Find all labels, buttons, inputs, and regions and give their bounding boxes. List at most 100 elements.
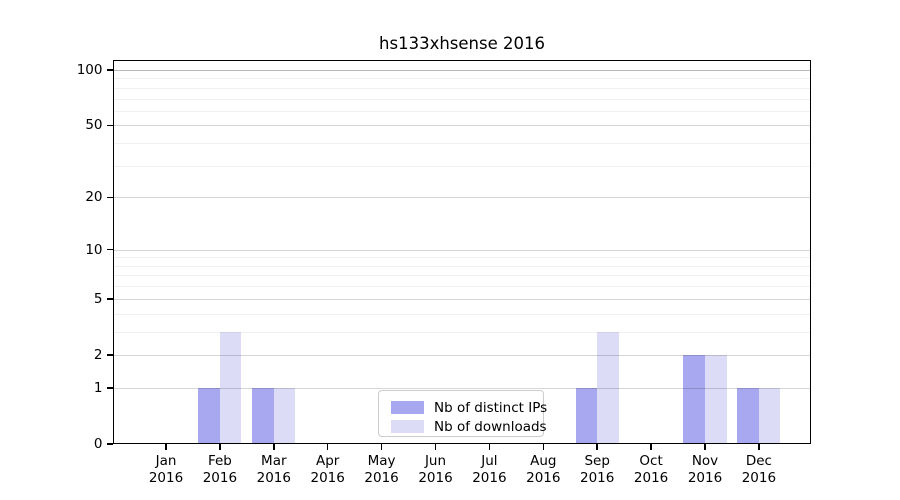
minor-gridline	[113, 286, 811, 288]
x-tick-year: 2016	[526, 469, 561, 486]
x-tick-label: Sep 2016	[561, 453, 633, 486]
x-tick-month: Jul	[481, 453, 498, 469]
x-tick-year: 2016	[580, 469, 615, 486]
y-tick-mark	[106, 69, 113, 71]
minor-gridline	[113, 265, 811, 267]
minor-gridline	[113, 98, 811, 100]
x-tick-label: Jun 2016	[400, 453, 472, 486]
y-tick-label: 10	[85, 241, 103, 258]
bar-downloads-nov	[705, 354, 727, 444]
x-tick-label: Jul 2016	[453, 453, 525, 486]
major-gridline	[113, 298, 811, 300]
y-tick-mark	[106, 298, 113, 300]
x-tick-month: Dec	[745, 453, 772, 469]
x-tick-year: 2016	[148, 469, 184, 486]
x-tick-mark	[273, 444, 275, 450]
x-tick-month: Apr	[316, 453, 340, 469]
x-tick-label: Dec 2016	[723, 453, 795, 486]
y-tick-label: 0	[93, 436, 103, 452]
x-tick-month: Jun	[424, 453, 447, 469]
x-tick-label: Apr 2016	[292, 453, 364, 486]
legend-label-distinct-ips: Nb of distinct IPs	[434, 399, 548, 416]
x-tick-mark	[758, 444, 760, 450]
x-tick-label: Feb 2016	[184, 453, 256, 486]
minor-gridline	[113, 331, 811, 333]
minor-gridline	[113, 87, 811, 89]
legend-swatch-distinct-ips	[391, 401, 424, 414]
x-tick-month: May	[367, 453, 396, 469]
x-tick-year: 2016	[256, 469, 291, 486]
x-tick-month: Sep	[584, 453, 610, 469]
minor-gridline	[113, 110, 811, 112]
y-tick-mark	[106, 248, 113, 251]
y-tick-label: 50	[85, 117, 103, 134]
x-tick-mark	[596, 444, 598, 450]
y-tick-label: 20	[85, 189, 103, 206]
x-tick-year: 2016	[633, 469, 669, 486]
x-tick-month: Mar	[261, 453, 287, 469]
minor-gridline	[113, 275, 811, 277]
y-tick-mark	[106, 196, 113, 199]
x-tick-mark	[434, 444, 437, 450]
x-tick-label: Nov 2016	[669, 453, 741, 486]
minor-gridline	[113, 257, 811, 259]
x-tick-label: Jan 2016	[130, 453, 202, 486]
x-tick-label: Aug 2016	[507, 453, 579, 486]
bar-distinct-ips-sep	[575, 387, 598, 444]
bar-downloads-feb	[219, 331, 242, 444]
x-tick-year: 2016	[310, 469, 345, 486]
x-tick-year: 2016	[741, 469, 777, 486]
x-tick-label: May 2016	[346, 453, 418, 486]
x-tick-mark	[704, 444, 706, 450]
y-tick-label: 2	[93, 346, 103, 363]
legend-item-downloads: Nb of downloads	[391, 418, 547, 435]
major-gridline	[113, 197, 811, 199]
bar-downloads-dec	[758, 387, 781, 444]
minor-gridline	[113, 143, 811, 145]
legend-swatch-downloads	[391, 420, 424, 433]
x-tick-label: Mar 2016	[238, 453, 310, 486]
major-gridline	[113, 354, 811, 356]
major-gridline	[113, 249, 811, 251]
minor-gridline	[113, 165, 811, 167]
y-tick-mark	[106, 443, 113, 445]
major-gridline	[113, 70, 811, 71]
major-gridline	[113, 125, 811, 127]
y-tick-label: 100	[76, 62, 103, 78]
x-tick-mark	[488, 444, 491, 450]
x-tick-mark	[650, 444, 652, 450]
bar-distinct-ips-dec	[737, 387, 759, 444]
chart-title: hs133xhsense 2016	[379, 34, 545, 53]
x-tick-mark	[219, 444, 221, 450]
legend-item-distinct-ips: Nb of distinct IPs	[391, 399, 547, 416]
y-tick-mark	[106, 354, 113, 356]
major-gridline	[113, 387, 811, 389]
x-tick-year: 2016	[364, 469, 399, 486]
x-tick-year: 2016	[472, 469, 507, 486]
bar-distinct-ips-feb	[198, 387, 220, 444]
x-tick-mark	[165, 444, 167, 450]
plot-area: Nb of distinct IPs Nb of downloads	[113, 60, 811, 444]
x-tick-month: Oct	[639, 453, 663, 469]
y-tick-label: 5	[93, 290, 103, 307]
bar-downloads-sep	[597, 331, 619, 444]
x-tick-month: Feb	[207, 453, 232, 469]
legend: Nb of distinct IPs Nb of downloads	[378, 390, 547, 437]
x-tick-mark	[326, 444, 329, 450]
bars-layer	[113, 60, 811, 444]
y-tick-mark	[106, 387, 113, 389]
x-tick-year: 2016	[418, 469, 453, 486]
minor-gridline	[113, 313, 811, 315]
grid-layer	[113, 60, 811, 444]
x-tick-year: 2016	[202, 469, 238, 486]
x-tick-month: Aug	[530, 453, 557, 469]
x-tick-month: Jan	[155, 453, 177, 469]
x-tick-year: 2016	[687, 469, 723, 486]
x-tick-mark	[542, 444, 545, 450]
x-tick-mark	[380, 444, 383, 450]
legend-label-downloads: Nb of downloads	[434, 418, 547, 435]
y-tick-label: 1	[93, 379, 103, 396]
x-tick-label: Oct 2016	[615, 453, 687, 486]
minor-gridline	[113, 78, 811, 80]
